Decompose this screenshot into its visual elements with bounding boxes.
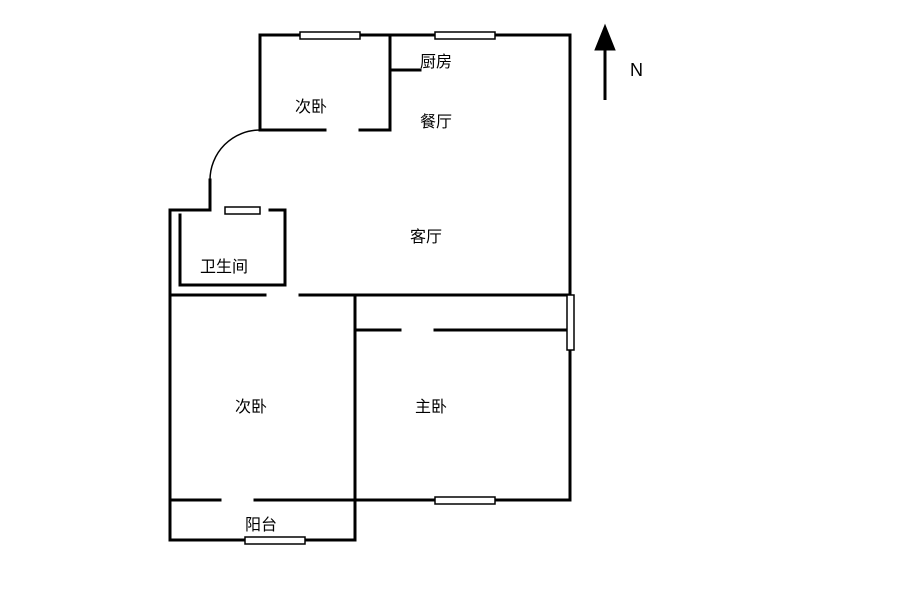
north-arrow bbox=[595, 25, 615, 100]
label-dining: 餐厅 bbox=[420, 108, 452, 132]
label-living: 客厅 bbox=[410, 223, 442, 247]
label-kitchen: 厨房 bbox=[420, 48, 452, 72]
label-north: N bbox=[630, 60, 643, 81]
label-bathroom: 卫生间 bbox=[200, 253, 248, 277]
floor-plan-svg bbox=[0, 0, 900, 600]
label-bedroom2-bottom: 次卧 bbox=[235, 393, 267, 417]
label-master: 主卧 bbox=[415, 393, 447, 417]
label-balcony: 阳台 bbox=[245, 511, 277, 535]
label-bedroom2-top: 次卧 bbox=[295, 93, 327, 117]
